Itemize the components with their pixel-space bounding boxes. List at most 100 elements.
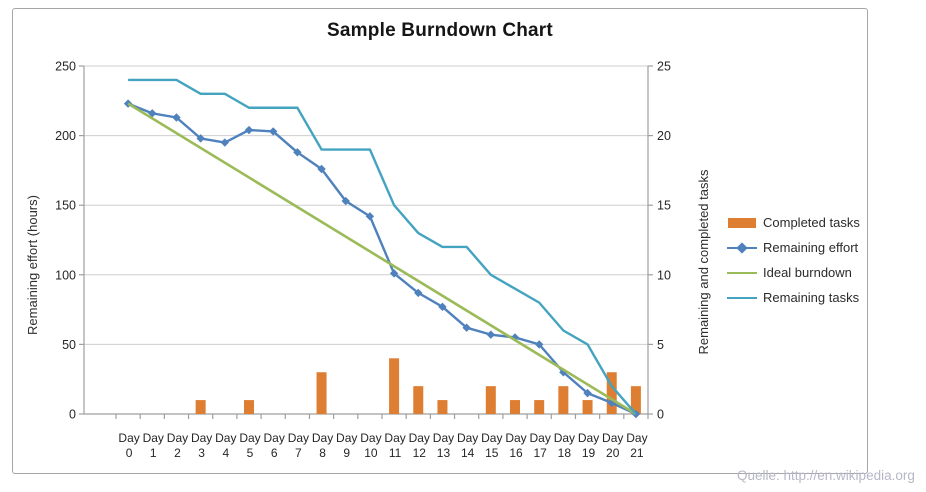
- x-tick-label-number: 21: [630, 446, 644, 460]
- x-tick-label-number: 10: [364, 446, 378, 460]
- x-tick-label-word: Day: [360, 431, 381, 445]
- x-tick-label-word: Day: [239, 431, 260, 445]
- x-tick-label-number: 14: [461, 446, 475, 460]
- y-right-tick-label: 15: [657, 199, 671, 213]
- x-tick-label-number: 0: [126, 446, 133, 460]
- x-tick-label-number: 3: [198, 446, 205, 460]
- legend-swatch-completed-tasks: [727, 216, 757, 230]
- x-tick-label-word: Day: [118, 431, 139, 445]
- remaining-effort-marker: [414, 288, 423, 298]
- completed-tasks-bar: [437, 400, 448, 414]
- legend: Completed tasks Remaining effort Ideal bur…: [727, 210, 860, 310]
- right-axis-title: Remaining and completed tasks: [696, 169, 711, 355]
- x-tick-label-number: 7: [295, 446, 302, 460]
- x-tick-label-word: Day: [288, 431, 309, 445]
- legend-item-remaining-tasks: Remaining tasks: [727, 285, 860, 310]
- x-tick-label-number: 13: [437, 446, 451, 460]
- remaining-effort-marker: [389, 269, 399, 278]
- completed-tasks-bar: [389, 358, 400, 414]
- completed-tasks-bar: [558, 386, 569, 414]
- remaining-effort-marker: [438, 302, 447, 312]
- x-tick-label-word: Day: [457, 431, 478, 445]
- remaining-effort-marker: [534, 340, 544, 349]
- y-right-tick-label: 25: [657, 60, 671, 74]
- ideal-burndown-line: [127, 102, 637, 416]
- remaining-effort-marker: [196, 134, 205, 143]
- y-left-tick-label: 250: [55, 60, 76, 74]
- remaining-effort-line: [127, 102, 637, 416]
- x-tick-label-word: Day: [312, 431, 333, 445]
- remaining-effort-marker: [148, 109, 157, 118]
- completed-tasks-bar: [582, 400, 593, 414]
- x-tick-label-word: Day: [336, 431, 357, 445]
- x-tick-label-word: Day: [215, 431, 236, 445]
- left-axis-title: Remaining effort (hours): [25, 195, 40, 335]
- x-tick-label-word: Day: [578, 431, 599, 445]
- x-tick-label-word: Day: [264, 431, 285, 445]
- remaining-effort-marker: [220, 138, 230, 147]
- y-left-tick-label: 0: [69, 408, 76, 422]
- x-tick-label-word: Day: [554, 431, 575, 445]
- line-swatch-icon: [727, 296, 757, 299]
- legend-swatch-remaining-effort: [727, 241, 757, 255]
- x-tick-label-number: 2: [174, 446, 181, 460]
- y-left-tick-label: 150: [55, 199, 76, 213]
- completed-tasks-bar: [534, 400, 545, 414]
- chart-border-frame: [12, 8, 868, 474]
- x-tick-label-word: Day: [505, 431, 526, 445]
- remaining-effort-marker: [462, 323, 471, 332]
- line-swatch-icon: [727, 271, 757, 274]
- completed-tasks-bar: [606, 372, 617, 414]
- chart-title: Sample Burndown Chart: [327, 20, 553, 41]
- watermark: Quelle: http://en.wikipedia.org: [737, 468, 915, 483]
- completed-tasks-bar: [195, 400, 206, 414]
- x-tick-label-number: 5: [247, 446, 254, 460]
- completed-tasks-bar: [244, 400, 254, 414]
- remaining-effort-marker: [583, 388, 592, 398]
- completed-tasks-bar: [510, 400, 520, 414]
- remaining-effort-marker: [486, 330, 496, 339]
- y-left-tick-label: 100: [55, 268, 76, 282]
- x-tick-label-number: 4: [222, 446, 229, 460]
- x-tick-label-number: 16: [509, 446, 523, 460]
- x-tick-label-number: 11: [389, 446, 402, 460]
- remaining-effort-marker: [317, 164, 326, 174]
- x-tick-label-word: Day: [384, 431, 405, 445]
- x-tick-label-number: 9: [343, 446, 350, 460]
- y-left-tick-label: 200: [55, 129, 76, 143]
- legend-swatch-ideal-burndown: [727, 266, 757, 280]
- bar-swatch-icon: [728, 217, 756, 228]
- legend-label: Ideal burndown: [763, 265, 852, 280]
- diamond-marker-icon: [736, 241, 748, 254]
- legend-item-completed-tasks: Completed tasks: [727, 210, 860, 235]
- x-tick-label-number: 18: [558, 446, 572, 460]
- x-tick-label-number: 19: [582, 446, 596, 460]
- x-tick-label-word: Day: [409, 431, 430, 445]
- completed-tasks-bar: [413, 386, 424, 414]
- y-right-tick-label: 5: [657, 338, 664, 352]
- completed-tasks-bar: [316, 372, 327, 414]
- x-tick-label-word: Day: [167, 431, 188, 445]
- x-tick-label-number: 6: [271, 446, 278, 460]
- y-right-tick-label: 20: [657, 129, 671, 143]
- completed-tasks-bar: [630, 386, 641, 414]
- x-tick-label-word: Day: [433, 431, 454, 445]
- x-tick-label-word: Day: [143, 431, 164, 445]
- completed-tasks-bar: [485, 386, 496, 414]
- legend-swatch-remaining-tasks: [727, 291, 757, 305]
- remaining-effort-marker: [293, 148, 302, 157]
- x-tick-label-word: Day: [602, 431, 623, 445]
- y-right-tick-label: 10: [657, 268, 671, 282]
- remaining-tasks-line: [128, 78, 637, 415]
- x-tick-label-word: Day: [191, 431, 212, 445]
- x-tick-label-number: 17: [534, 446, 548, 460]
- x-tick-label-word: Day: [530, 431, 551, 445]
- y-right-tick-label: 0: [657, 408, 664, 422]
- remaining-effort-marker: [172, 113, 181, 122]
- x-tick-label-number: 15: [485, 446, 499, 460]
- remaining-effort-marker: [244, 125, 254, 135]
- x-tick-label-number: 20: [606, 446, 620, 460]
- x-tick-label-word: Day: [481, 431, 502, 445]
